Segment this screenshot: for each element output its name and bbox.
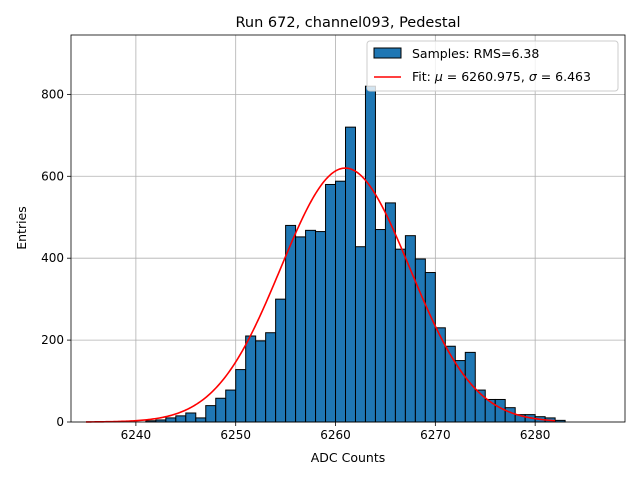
- y-tick-label: 0: [56, 415, 64, 429]
- histogram-bar: [225, 389, 237, 423]
- histogram-bar: [504, 407, 516, 423]
- histogram-bar: [494, 398, 506, 423]
- legend-sigma-value: = 6.463: [537, 69, 591, 84]
- histogram-bar: [374, 229, 386, 423]
- histogram-bar: [185, 412, 197, 423]
- legend: Samples: RMS=6.38 Fit: μ = 6260.975, σ =…: [366, 40, 619, 92]
- histogram-bar: [205, 405, 217, 423]
- legend-samples-label: Samples: RMS=6.38: [412, 46, 539, 61]
- y-tick-label: 600: [41, 169, 64, 183]
- legend-samples-swatch: [373, 47, 402, 59]
- x-axis-label: ADC Counts: [311, 450, 386, 465]
- histogram-bar: [285, 224, 297, 423]
- histogram-bar: [325, 183, 337, 423]
- histogram-bar: [335, 180, 347, 423]
- histogram-bar: [354, 246, 366, 423]
- histogram-bar: [235, 369, 247, 423]
- histogram-bar: [364, 85, 376, 423]
- x-tick-label: 6260: [320, 428, 351, 442]
- histogram-bar: [165, 417, 177, 423]
- legend-mu-value: = 6260.975,: [443, 69, 529, 84]
- histogram-bar: [315, 231, 327, 423]
- x-tick-label: 6250: [220, 428, 251, 442]
- histogram-bar: [345, 126, 356, 423]
- histogram-bar: [394, 248, 406, 423]
- histogram-bar: [484, 398, 496, 423]
- legend-sigma-symbol: σ: [529, 69, 538, 84]
- histogram-bar: [305, 229, 317, 423]
- y-tick-label: 200: [41, 333, 64, 347]
- histogram-bar: [444, 345, 456, 423]
- fit-curve-layer: [85, 167, 556, 423]
- histogram-bar: [474, 389, 486, 423]
- legend-mu-symbol: μ: [434, 69, 443, 84]
- plot-frame: [70, 34, 626, 423]
- y-tick-label: 800: [41, 87, 64, 101]
- legend-fit-prefix: Fit:: [412, 69, 435, 84]
- histogram-bar: [175, 415, 187, 423]
- y-tick-label: 400: [41, 251, 64, 265]
- histogram-bars: [145, 85, 566, 423]
- histogram-bar: [215, 397, 227, 423]
- histogram-bar: [265, 332, 277, 423]
- histogram-bar: [295, 236, 307, 423]
- histogram-bar: [424, 272, 436, 423]
- histogram-bar: [195, 417, 207, 423]
- legend-box: [366, 40, 619, 92]
- y-axis-label: Entries: [14, 206, 29, 250]
- histogram-bar: [384, 202, 396, 423]
- fit-curve: [85, 167, 556, 423]
- chart-title: Run 672, channel093, Pedestal: [235, 15, 460, 31]
- histogram-bar: [404, 235, 416, 423]
- x-tick-label: 6270: [420, 428, 451, 442]
- histogram-bar: [245, 335, 257, 423]
- x-axis-ticks: 6240 6250 6260 6270 6280: [121, 422, 551, 442]
- histogram-bar: [275, 298, 287, 423]
- x-tick-label: 6280: [520, 428, 551, 442]
- histogram-bar: [255, 340, 267, 423]
- legend-fit-label: Fit: μ = 6260.975, σ = 6.463: [412, 69, 591, 84]
- y-axis-ticks: 0 200 400 600 800: [41, 87, 71, 429]
- x-tick-label: 6240: [121, 428, 152, 442]
